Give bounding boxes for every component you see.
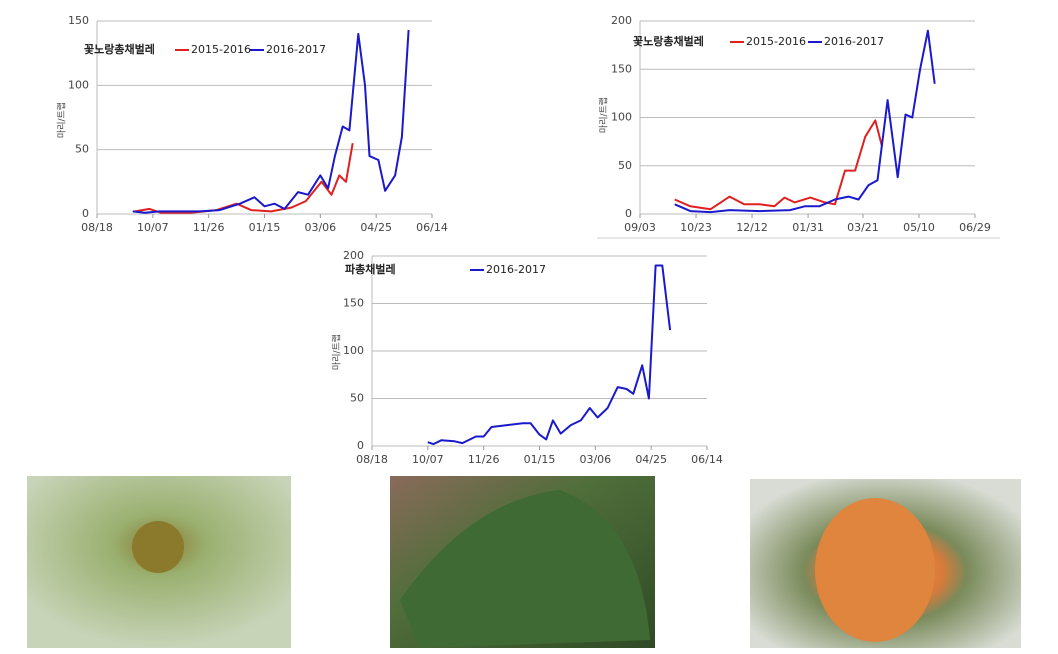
- series-line: [674, 29, 936, 214]
- x-tick-label: 10/07: [412, 453, 444, 466]
- y-axis-label: 마리/트랩: [56, 102, 68, 138]
- legend-label: 2015-2016: [191, 43, 251, 56]
- flower-center: [132, 521, 184, 573]
- legend-title: 꽃노랑총채벌레: [633, 34, 704, 48]
- y-tick-label: 100: [343, 344, 364, 357]
- x-tick-label: 12/12: [736, 221, 768, 234]
- series-line: [674, 119, 883, 211]
- x-tick-label: 11/26: [468, 453, 500, 466]
- x-tick-label: 01/15: [249, 221, 281, 234]
- y-tick-label: 50: [75, 143, 89, 156]
- x-tick-label: 03/06: [579, 453, 611, 466]
- y-tick-label: 200: [343, 249, 364, 262]
- legend-label: 2016-2017: [486, 263, 546, 276]
- y-tick-label: 150: [611, 62, 632, 75]
- x-tick-label: 09/03: [624, 221, 656, 234]
- x-tick-label: 10/23: [680, 221, 712, 234]
- x-tick-label: 06/29: [959, 221, 991, 234]
- y-tick-label: 0: [357, 439, 364, 452]
- y-tick-label: 50: [350, 392, 364, 405]
- legend-label: 2016-2017: [266, 43, 326, 56]
- x-tick-label: 08/18: [81, 221, 113, 234]
- x-tick-label: 10/07: [137, 221, 169, 234]
- x-tick-label: 03/21: [847, 221, 879, 234]
- legend-title: 꽃노랑총채벌레: [84, 42, 155, 56]
- y-tick-label: 200: [611, 14, 632, 27]
- x-tick-label: 04/25: [360, 221, 392, 234]
- y-tick-label: 0: [625, 207, 632, 220]
- x-tick-label: 06/14: [691, 453, 723, 466]
- x-tick-label: 05/10: [903, 221, 935, 234]
- y-tick-label: 100: [611, 111, 632, 124]
- legend-label: 2015-2016: [746, 35, 806, 48]
- strawberry: [815, 498, 935, 642]
- series-line: [134, 143, 354, 214]
- legend-title: 파총채벌레: [345, 262, 396, 276]
- series-line: [427, 264, 672, 446]
- y-tick-label: 150: [68, 14, 89, 27]
- x-tick-label: 01/15: [524, 453, 556, 466]
- x-tick-label: 08/18: [356, 453, 388, 466]
- x-tick-label: 04/25: [635, 453, 667, 466]
- y-tick-label: 0: [82, 207, 89, 220]
- leaf-shape: [400, 490, 650, 648]
- y-axis-label: 마리/트랩: [598, 97, 610, 133]
- series-line: [132, 29, 410, 214]
- x-tick-label: 06/14: [416, 221, 448, 234]
- y-tick-label: 100: [68, 78, 89, 91]
- x-tick-label: 03/06: [304, 221, 336, 234]
- y-tick-label: 50: [618, 159, 632, 172]
- y-axis-label: 마리/트랩: [331, 334, 343, 370]
- y-tick-label: 150: [343, 297, 364, 310]
- legend-label: 2016-2017: [824, 35, 884, 48]
- x-tick-label: 11/26: [193, 221, 225, 234]
- x-tick-label: 01/31: [792, 221, 824, 234]
